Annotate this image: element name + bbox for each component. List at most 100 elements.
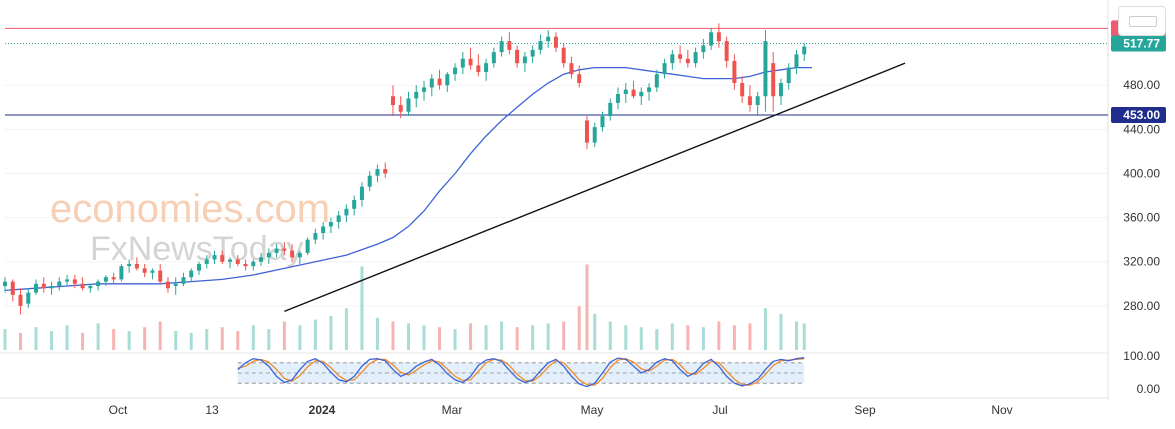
- x-tick-label: Jul: [712, 403, 727, 417]
- candle-body: [778, 83, 783, 97]
- price-tag-label: 517.77: [1123, 37, 1160, 51]
- candle-body: [491, 52, 496, 64]
- candle-body: [437, 78, 442, 86]
- candle-body: [173, 283, 178, 287]
- candle-body: [204, 259, 209, 264]
- candle-body: [290, 250, 295, 258]
- candle-body: [57, 281, 62, 287]
- volume-bar: [313, 319, 317, 350]
- candle-body: [18, 294, 23, 306]
- candle-body: [352, 199, 357, 209]
- y-tick-label: 280.00: [1123, 299, 1160, 313]
- candle-body: [88, 286, 93, 289]
- x-tick-label: Sep: [854, 403, 876, 417]
- candle-body: [80, 283, 85, 289]
- stoch-d-line: [237, 358, 805, 386]
- candle-body: [150, 270, 155, 273]
- volume-bar: [360, 266, 364, 350]
- candle-body: [685, 58, 690, 64]
- volume-bar: [748, 323, 752, 350]
- candle-body: [189, 270, 194, 278]
- grid-lines: [5, 0, 1109, 400]
- candle-body: [476, 65, 481, 72]
- volume-bar: [344, 308, 348, 350]
- candle-body: [305, 239, 310, 253]
- candle-body: [134, 263, 139, 269]
- candle-body: [359, 186, 364, 200]
- volume-bar: [112, 329, 116, 350]
- x-axis-labels: Oct 13 2024 Mar May Jul Sep Nov: [0, 397, 1108, 417]
- candle-body: [763, 41, 768, 97]
- candle-body: [678, 54, 683, 59]
- candle-body: [647, 87, 652, 92]
- candle-body: [212, 255, 217, 260]
- candle-body: [414, 91, 419, 99]
- volume-bar: [282, 321, 286, 350]
- volume-bar: [96, 323, 100, 350]
- candle-body: [522, 56, 527, 64]
- candle-body: [228, 259, 233, 262]
- x-tick-label: 2024: [309, 403, 336, 417]
- stoch-k-line: [237, 357, 805, 388]
- x-tick-label: Mar: [442, 403, 463, 417]
- candle-body: [623, 89, 628, 95]
- volume-bar: [143, 327, 147, 350]
- volume-bar: [593, 313, 597, 350]
- candle-body: [724, 41, 729, 61]
- candle-body: [608, 102, 613, 117]
- candle-body: [771, 63, 776, 97]
- candle-body: [445, 74, 450, 86]
- volume-bar: [779, 313, 783, 350]
- horizontal-levels: [5, 27, 1108, 116]
- y-axis-labels: 280.00 320.00 360.00 400.00 440.00 480.00 0.00…: [1123, 78, 1160, 396]
- candle-body: [453, 67, 458, 75]
- volume-bar: [531, 325, 535, 350]
- candle-body: [251, 261, 256, 267]
- candle-body: [553, 36, 558, 48]
- candle-body: [65, 279, 70, 282]
- volume-bar: [732, 325, 736, 350]
- volume-bar: [469, 323, 473, 350]
- candle-body: [670, 54, 675, 64]
- candle-body: [460, 58, 465, 68]
- candle-body: [282, 248, 287, 251]
- volume-bar: [515, 327, 519, 350]
- candle-body: [41, 283, 46, 289]
- candle-body: [72, 279, 77, 284]
- price-tag-label: 453.00: [1123, 108, 1160, 122]
- candle-body: [592, 127, 597, 143]
- chart-menu-button[interactable]: [1118, 6, 1166, 36]
- volume-bar: [205, 329, 209, 350]
- candle-body: [616, 94, 621, 103]
- candle-body: [96, 281, 101, 287]
- volume-bar: [267, 329, 271, 350]
- candle-body: [328, 222, 333, 227]
- candle-body: [266, 252, 271, 258]
- candle-body: [196, 263, 201, 271]
- candle-body: [422, 87, 427, 92]
- candle-body: [732, 60, 737, 84]
- candle-body: [313, 233, 318, 240]
- volume-bar: [577, 306, 581, 350]
- volume-bar: [562, 321, 566, 350]
- candle-body: [119, 266, 124, 280]
- candle-body: [220, 255, 225, 262]
- candle-body: [344, 208, 349, 216]
- volume-bar: [19, 332, 23, 350]
- volume-bar: [65, 325, 69, 350]
- volume-bar: [3, 329, 7, 350]
- volume-bar: [34, 327, 38, 350]
- volume-bar: [802, 323, 806, 350]
- candle-body: [701, 45, 706, 53]
- candle-body: [398, 105, 403, 112]
- volume-bar: [655, 329, 659, 350]
- candle-body: [530, 49, 535, 57]
- volume-bar: [639, 327, 643, 350]
- volume-bar: [50, 331, 54, 350]
- candle-body: [577, 74, 582, 84]
- stoch-tick-label: 0.00: [1137, 382, 1161, 396]
- x-tick-label: 13: [205, 403, 219, 417]
- candle-body: [165, 281, 170, 289]
- volume-bar: [329, 315, 333, 350]
- stoch-tick-label: 100.00: [1123, 349, 1160, 363]
